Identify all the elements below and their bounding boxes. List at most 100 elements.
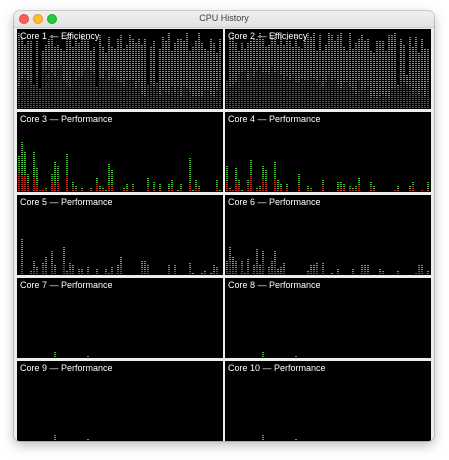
user-load-dot: [48, 47, 50, 48]
user-load-dot: [283, 45, 285, 46]
system-load-dot: [403, 87, 405, 88]
user-load-dot: [81, 188, 83, 189]
system-load-dot: [424, 101, 426, 102]
user-load-dot: [87, 55, 89, 56]
user-load-dot: [232, 59, 234, 60]
user-load-dot: [424, 95, 426, 96]
user-load-dot: [84, 61, 86, 62]
system-load-dot: [421, 97, 423, 98]
user-load-dot: [195, 85, 197, 86]
user-load-dot: [111, 59, 113, 60]
user-load-dot: [421, 59, 423, 60]
system-load-dot: [129, 101, 131, 102]
user-load-dot: [232, 43, 234, 44]
system-load-dot: [36, 93, 38, 94]
system-load-dot: [147, 188, 149, 189]
system-load-dot: [253, 87, 255, 88]
system-load-dot: [219, 97, 221, 98]
system-load-dot: [403, 99, 405, 100]
system-load-dot: [289, 97, 291, 98]
user-load-dot: [159, 69, 161, 70]
user-load-dot: [45, 69, 47, 70]
system-load-dot: [343, 93, 345, 94]
user-load-dot: [201, 89, 203, 90]
system-load-dot: [18, 97, 20, 98]
user-load-dot: [42, 53, 44, 54]
system-load-dot: [280, 101, 282, 102]
user-load-dot: [283, 71, 285, 72]
system-load-dot: [21, 101, 23, 102]
system-load-dot: [156, 99, 158, 100]
system-load-dot: [256, 85, 258, 86]
user-load-dot: [51, 43, 53, 44]
system-load-dot: [319, 89, 321, 90]
system-load-dot: [168, 101, 170, 102]
system-load-dot: [349, 190, 351, 191]
user-load-dot: [213, 63, 215, 64]
system-load-dot: [144, 105, 146, 106]
system-load-dot: [295, 83, 297, 84]
user-load-dot: [265, 59, 267, 60]
user-load-dot: [424, 87, 426, 88]
system-load-dot: [171, 91, 173, 92]
user-load-dot: [289, 73, 291, 74]
user-load-dot: [424, 63, 426, 64]
user-load-dot: [340, 77, 342, 78]
system-load-dot: [72, 73, 74, 74]
user-load-dot: [123, 51, 125, 52]
system-load-dot: [126, 99, 128, 100]
system-load-dot: [364, 91, 366, 92]
user-load-dot: [379, 45, 381, 46]
system-load-dot: [99, 81, 101, 82]
user-load-dot: [51, 57, 53, 58]
user-load-dot: [292, 51, 294, 52]
user-load-dot: [189, 164, 191, 165]
system-load-dot: [235, 103, 237, 104]
close-button[interactable]: [19, 14, 29, 24]
user-load-dot: [400, 65, 402, 66]
user-load-dot: [304, 77, 306, 78]
system-load-dot: [283, 83, 285, 84]
system-load-dot: [201, 99, 203, 100]
system-load-dot: [30, 101, 32, 102]
user-load-dot: [349, 188, 351, 189]
system-load-dot: [421, 95, 423, 96]
user-load-dot: [90, 69, 92, 70]
user-load-dot: [409, 55, 411, 56]
user-load-dot: [195, 61, 197, 62]
user-load-dot: [394, 51, 396, 52]
user-load-dot: [129, 79, 131, 80]
system-load-dot: [24, 180, 26, 181]
user-load-dot: [418, 75, 420, 76]
title-bar[interactable]: CPU History: [14, 11, 434, 28]
user-load-dot: [171, 69, 173, 70]
system-load-dot: [87, 273, 89, 274]
user-load-dot: [379, 59, 381, 60]
user-load-dot: [343, 57, 345, 58]
user-load-dot: [81, 73, 83, 74]
user-load-dot: [78, 53, 80, 54]
user-load-dot: [271, 43, 273, 44]
system-load-dot: [21, 176, 23, 177]
user-load-dot: [418, 61, 420, 62]
system-load-dot: [415, 105, 417, 106]
user-load-dot: [177, 61, 179, 62]
system-load-dot: [385, 107, 387, 108]
zoom-button[interactable]: [47, 14, 57, 24]
user-load-dot: [117, 43, 119, 44]
user-load-dot: [144, 81, 146, 82]
user-load-dot: [54, 65, 56, 66]
user-load-dot: [415, 69, 417, 70]
minimize-button[interactable]: [33, 14, 43, 24]
user-load-dot: [385, 71, 387, 72]
system-load-dot: [102, 95, 104, 96]
user-load-dot: [75, 43, 77, 44]
user-load-dot: [379, 85, 381, 86]
system-load-dot: [298, 83, 300, 84]
user-load-dot: [247, 182, 249, 183]
user-load-dot: [355, 81, 357, 82]
user-load-dot: [168, 57, 170, 58]
user-load-dot: [195, 182, 197, 183]
user-load-dot: [21, 43, 23, 44]
system-load-dot: [123, 101, 125, 102]
